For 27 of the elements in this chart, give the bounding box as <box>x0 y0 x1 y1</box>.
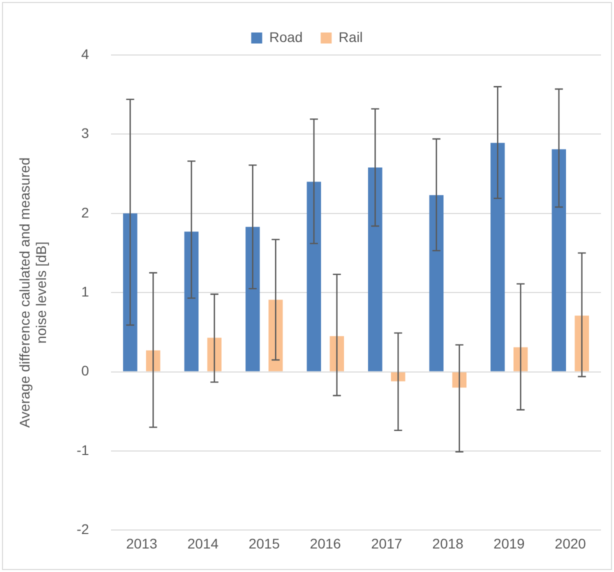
x-tick-label: 2018 <box>432 535 464 552</box>
x-tick-label: 2015 <box>248 535 280 552</box>
bar <box>246 226 260 372</box>
x-tick-label: 2016 <box>310 535 342 552</box>
bar <box>490 142 505 372</box>
y-tick-label: 2 <box>81 204 90 220</box>
bar <box>184 232 199 372</box>
y-axis-title: Average difference calulated and measured noise levels [dB] <box>16 157 50 428</box>
bar <box>429 195 444 372</box>
bar <box>123 213 138 372</box>
bar <box>306 182 322 372</box>
bar <box>368 167 382 372</box>
bar <box>268 300 283 372</box>
x-tick-label: 2013 <box>126 535 158 552</box>
bar <box>552 149 566 372</box>
y-tick-label: 4 <box>81 46 90 62</box>
y-tick-label: 3 <box>81 125 90 142</box>
legend-label: Road <box>269 28 303 45</box>
x-tick-label: 2017 <box>371 535 402 552</box>
x-tick-label: 2019 <box>494 535 525 552</box>
y-tick-label: -2 <box>76 521 90 538</box>
y-tick-label: 0 <box>81 362 90 379</box>
legend-label: Rail <box>338 28 363 45</box>
y-tick-label: -1 <box>76 442 90 458</box>
y-tick-label: 1 <box>81 283 90 300</box>
x-tick-label: 2020 <box>554 535 586 552</box>
x-tick-label: 2014 <box>187 535 219 552</box>
